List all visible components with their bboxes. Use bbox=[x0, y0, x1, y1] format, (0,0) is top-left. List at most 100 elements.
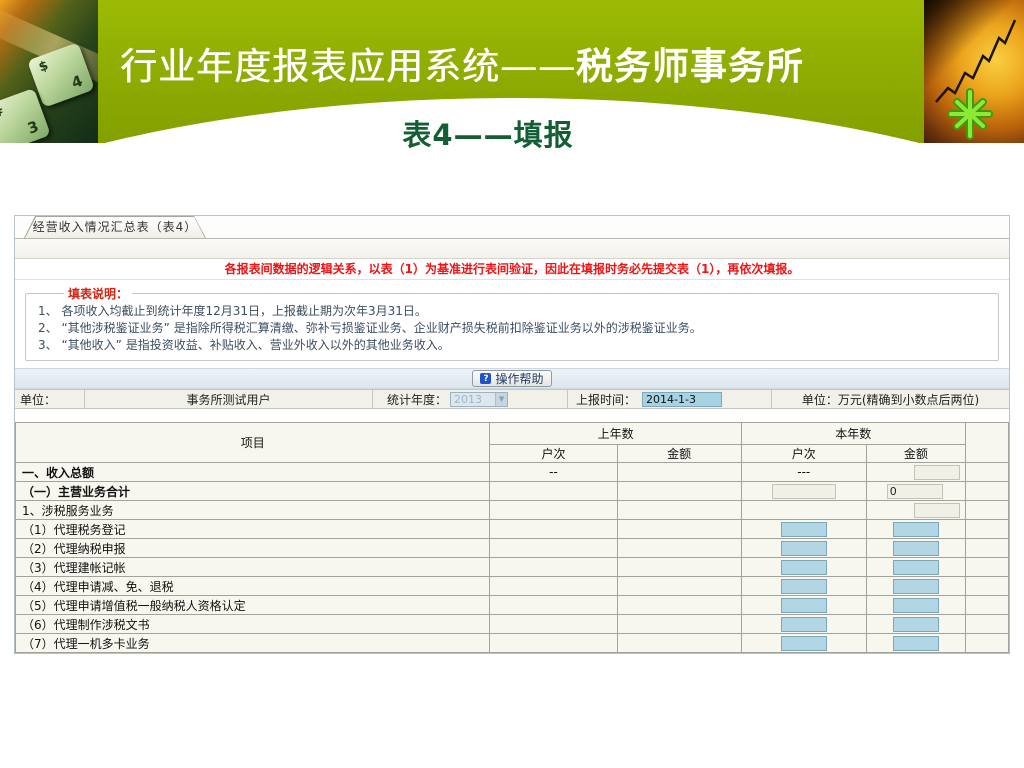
cell-this-year-count bbox=[740, 633, 867, 653]
tab-table4[interactable]: 经营收入情况汇总表（表4） bbox=[24, 216, 206, 238]
cell-this-year-amount bbox=[865, 500, 966, 520]
cell-this-year-amount bbox=[865, 462, 966, 482]
instruction-item: 2、 “其他涉税鉴证业务” 是指除所得税汇算清缴、弥补亏损鉴证业务、企业财产损失… bbox=[38, 321, 702, 335]
cell-this-year-amount bbox=[865, 614, 966, 634]
cell-last-year-count bbox=[489, 519, 618, 539]
count-input[interactable] bbox=[780, 578, 827, 594]
cell-last-year-amount bbox=[616, 500, 742, 520]
report-time-input[interactable] bbox=[642, 391, 723, 407]
count-input[interactable] bbox=[780, 540, 827, 556]
cell-extra bbox=[964, 481, 1010, 501]
cell-last-year-amount bbox=[616, 557, 742, 577]
cell-extra bbox=[964, 462, 1010, 482]
table-row: （3）代理建帐记帐 bbox=[14, 557, 1010, 577]
row-label: （6）代理制作涉税文书 bbox=[14, 614, 491, 634]
cell-this-year-amount bbox=[865, 519, 966, 539]
amount-input[interactable] bbox=[892, 559, 939, 575]
cell-extra bbox=[964, 633, 1010, 653]
table-row: 一、收入总额 -- --- bbox=[14, 462, 1010, 482]
row-label: （7）代理一机多卡业务 bbox=[14, 633, 491, 653]
cell-last-year-count bbox=[489, 538, 618, 558]
instructions-legend: 填表说明： bbox=[68, 287, 129, 301]
instruction-item: 1、 各项收入均截止到统计年度12月31日，上报截止期为次年3月31日。 bbox=[38, 304, 427, 318]
income-summary-table: 项目 上年数 本年数 户次 金额 户次 金额 一、收入总额 -- --- （一）主营业… bbox=[14, 422, 1010, 653]
year-select[interactable]: 2013 ▼ bbox=[450, 391, 509, 407]
instructions-fieldset: 填表说明： 1、 各项收入均截止到统计年度12月31日，上报截止期为次年3月31… bbox=[25, 285, 999, 361]
cell-extra bbox=[964, 576, 1010, 596]
cell-last-year-count: -- bbox=[489, 462, 618, 482]
count-input[interactable] bbox=[780, 597, 827, 613]
help-icon: ? bbox=[480, 373, 492, 384]
unit-value: 事务所测试用户 bbox=[85, 390, 373, 408]
row-label: （2）代理纳税申报 bbox=[14, 538, 491, 558]
row-label: （4）代理申请减、免、退税 bbox=[14, 576, 491, 596]
col-header-this-year: 本年数 bbox=[740, 422, 966, 445]
slide-subtitle: 表4——填报 bbox=[402, 118, 574, 152]
amount-input[interactable] bbox=[892, 521, 939, 537]
cell-last-year-amount bbox=[616, 481, 742, 501]
slide-title: 行业年度报表应用系统——税务师事务所 bbox=[120, 36, 804, 90]
cell-extra bbox=[964, 500, 1010, 520]
table-row: （2）代理纳税申报 bbox=[14, 538, 1010, 558]
cell-this-year-amount bbox=[865, 595, 966, 615]
amount-input[interactable] bbox=[892, 635, 939, 651]
tab-face bbox=[25, 217, 205, 238]
dollar-key-number: 4 bbox=[69, 71, 86, 93]
cell-last-year-count bbox=[489, 557, 618, 577]
cell-this-year-count bbox=[740, 538, 867, 558]
col-header-last-year: 上年数 bbox=[489, 422, 742, 445]
col-header-households: 户次 bbox=[740, 444, 867, 463]
cell-last-year-amount bbox=[616, 633, 742, 653]
toolbar-strip bbox=[15, 239, 1009, 259]
spacer bbox=[15, 409, 1009, 422]
help-button-label: 操作帮助 bbox=[495, 372, 544, 386]
row-label: （一）主营业务合计 bbox=[14, 481, 491, 501]
report-time-label: 上报时间： bbox=[576, 392, 637, 407]
cell-last-year-amount bbox=[616, 614, 742, 634]
amount-input[interactable] bbox=[892, 597, 939, 613]
cell-this-year-amount bbox=[865, 557, 966, 577]
amount-input[interactable] bbox=[892, 578, 939, 594]
cell-last-year-amount bbox=[616, 519, 742, 539]
cell-this-year-count: --- bbox=[740, 462, 867, 482]
cell-extra bbox=[964, 538, 1010, 558]
cell-this-year-amount bbox=[865, 576, 966, 596]
amount-input[interactable] bbox=[892, 540, 939, 556]
col-header-item: 项目 bbox=[14, 422, 491, 463]
row-label: （1）代理税务登记 bbox=[14, 519, 491, 539]
col-header-amount: 金额 bbox=[616, 444, 742, 463]
keyboard-photo: $ 4 # 3 bbox=[0, 0, 98, 143]
cell-this-year-count bbox=[740, 576, 867, 596]
year-select-value: 2013 bbox=[454, 392, 483, 406]
info-bar: 单位： 事务所测试用户 统计年度： 2013 ▼ 上报时间： 单位：万元(精确到… bbox=[15, 389, 1009, 409]
dropdown-arrow-icon: ▼ bbox=[495, 392, 508, 406]
slide-title-prefix: 行业年度报表应用系统—— bbox=[120, 45, 576, 88]
cell-last-year-count bbox=[489, 481, 618, 501]
slide-title-emphasis: 税务师事务所 bbox=[576, 45, 804, 88]
cell-last-year-count bbox=[489, 576, 618, 596]
table-row: （6）代理制作涉税文书 bbox=[14, 614, 1010, 634]
table-row: 1、涉税服务业务 bbox=[14, 500, 1010, 520]
help-button[interactable]: ? 操作帮助 bbox=[472, 370, 552, 387]
chart-photo bbox=[924, 0, 1024, 143]
form-screenshot-panel: 经营收入情况汇总表（表4） 各报表间数据的逻辑关系，以表（1）为基准进行表间验证… bbox=[14, 215, 1010, 654]
count-input[interactable] bbox=[780, 635, 827, 651]
instruction-item: 3、 “其他收入” 是指投资收益、补贴收入、营业外收入以外的其他业务收入。 bbox=[38, 338, 450, 352]
cell-last-year-amount bbox=[616, 576, 742, 596]
cell-this-year-count bbox=[740, 595, 867, 615]
cell-last-year-count bbox=[489, 595, 618, 615]
amount-input[interactable] bbox=[892, 616, 939, 632]
cell-last-year-amount bbox=[616, 595, 742, 615]
row-label: （5）代理申请增值税一般纳税人资格认定 bbox=[14, 595, 491, 615]
dollar-key-symbol: $ bbox=[36, 58, 51, 76]
cell-last-year-amount bbox=[616, 462, 742, 482]
count-input[interactable] bbox=[780, 559, 827, 575]
table-row: （4）代理申请减、免、退税 bbox=[14, 576, 1010, 596]
table-row: （5）代理申请增值税一般纳税人资格认定 bbox=[14, 595, 1010, 615]
count-input[interactable] bbox=[780, 521, 827, 537]
count-input[interactable] bbox=[780, 616, 827, 632]
cell-this-year-amount bbox=[865, 481, 966, 501]
cell-this-year-count bbox=[740, 481, 867, 501]
cell-extra bbox=[964, 595, 1010, 615]
